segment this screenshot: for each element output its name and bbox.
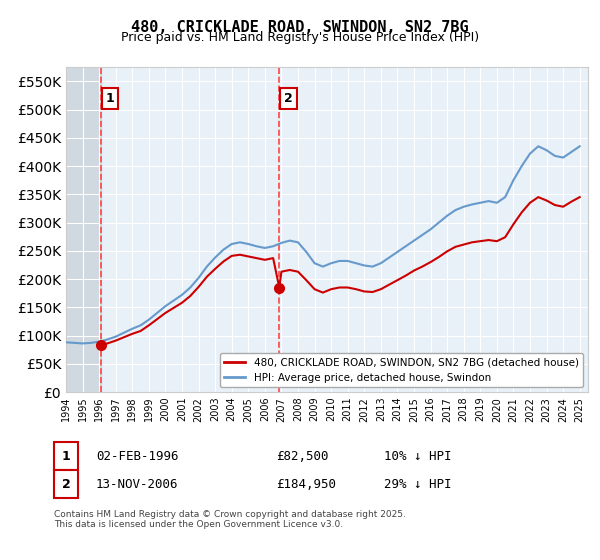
Text: 10% ↓ HPI: 10% ↓ HPI <box>384 450 452 463</box>
Text: 1: 1 <box>106 92 115 105</box>
Text: 2: 2 <box>62 478 70 491</box>
Text: £82,500: £82,500 <box>276 450 329 463</box>
Legend: 480, CRICKLADE ROAD, SWINDON, SN2 7BG (detached house), HPI: Average price, deta: 480, CRICKLADE ROAD, SWINDON, SN2 7BG (d… <box>220 353 583 387</box>
Text: 480, CRICKLADE ROAD, SWINDON, SN2 7BG: 480, CRICKLADE ROAD, SWINDON, SN2 7BG <box>131 20 469 35</box>
Text: 29% ↓ HPI: 29% ↓ HPI <box>384 478 452 491</box>
Text: Contains HM Land Registry data © Crown copyright and database right 2025.
This d: Contains HM Land Registry data © Crown c… <box>54 510 406 529</box>
Text: 2: 2 <box>284 92 293 105</box>
Text: 02-FEB-1996: 02-FEB-1996 <box>96 450 179 463</box>
Text: £184,950: £184,950 <box>276 478 336 491</box>
Text: 13-NOV-2006: 13-NOV-2006 <box>96 478 179 491</box>
Text: 1: 1 <box>62 450 70 463</box>
Text: Price paid vs. HM Land Registry's House Price Index (HPI): Price paid vs. HM Land Registry's House … <box>121 31 479 44</box>
Bar <box>66 67 101 392</box>
